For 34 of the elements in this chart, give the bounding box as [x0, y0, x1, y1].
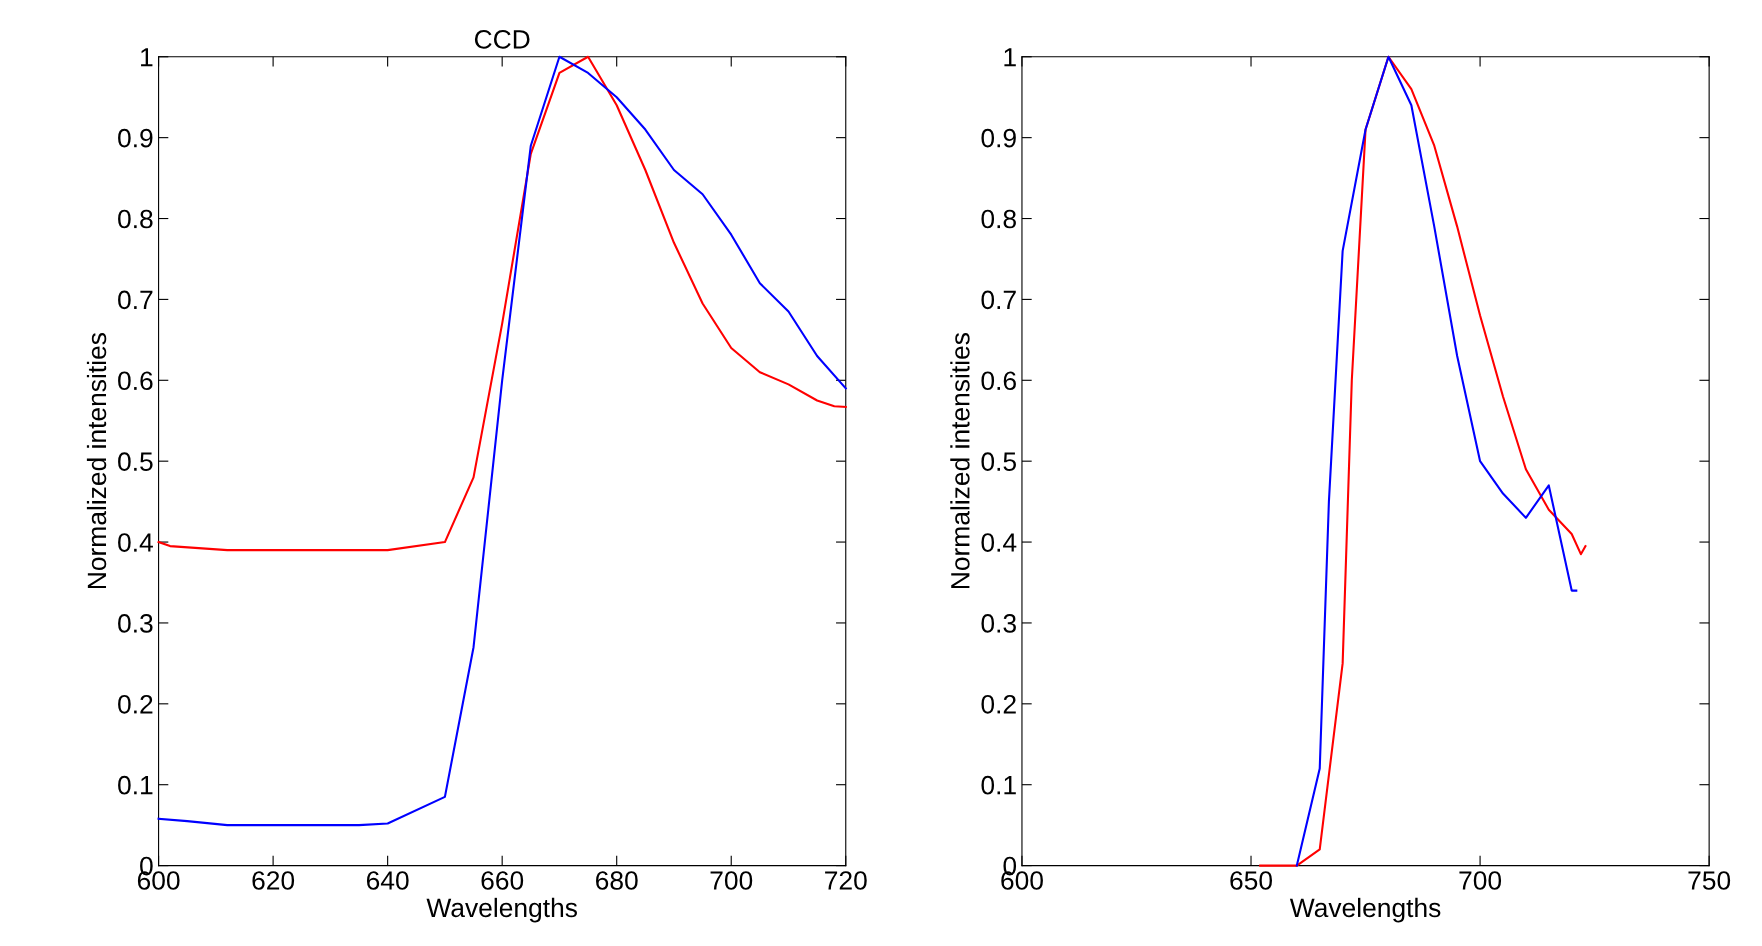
- x-tick-label: 620: [252, 871, 295, 890]
- y-tick-label: 0.4: [118, 533, 153, 552]
- x-axis-title: Wavelengths: [1289, 897, 1441, 923]
- y-tick-label: 1: [1004, 48, 1016, 67]
- y-tick-label: 0.2: [118, 694, 153, 714]
- x-axis-title: Wavelengths: [426, 897, 577, 923]
- y-axis-title: Normalized intensities: [950, 333, 970, 589]
- x-tick-label: 650: [1230, 871, 1272, 890]
- y-tick-label: 0.9: [118, 128, 153, 148]
- x-tick-label: 640: [366, 871, 409, 890]
- x-tick-label: 700: [710, 871, 753, 890]
- x-tick-label: 750: [1688, 871, 1731, 890]
- x-tick-label: 680: [596, 871, 638, 890]
- y-tick-label: 0.3: [981, 614, 1016, 633]
- y-tick-label: 0.5: [981, 452, 1016, 471]
- y-tick-label: 0.9: [981, 128, 1016, 148]
- y-axis-title: Normalized intensities: [86, 333, 107, 589]
- y-tick-label: 0.5: [118, 452, 153, 471]
- y-tick-label: 0.3: [118, 614, 153, 633]
- y-tick-label: 0.7: [981, 290, 1016, 310]
- y-tick-label: 0.1: [118, 775, 153, 795]
- chart-title: CCD: [474, 30, 530, 49]
- x-tick-label: 720: [825, 871, 867, 890]
- y-tick-label: 0.8: [981, 209, 1016, 229]
- y-tick-label: 0.8: [118, 209, 153, 229]
- y-tick-label: 0.2: [981, 694, 1016, 714]
- y-tick-label: 1: [141, 48, 153, 67]
- y-tick-label: 0.7: [118, 290, 153, 310]
- y-tick-label: 0.6: [118, 371, 153, 391]
- x-tick-label: 700: [1459, 871, 1502, 890]
- y-tick-label: 0.4: [981, 533, 1017, 552]
- y-tick-label: 0.6: [981, 371, 1016, 391]
- y-tick-label: 0.1: [981, 775, 1016, 795]
- x-tick-label: 660: [481, 871, 524, 890]
